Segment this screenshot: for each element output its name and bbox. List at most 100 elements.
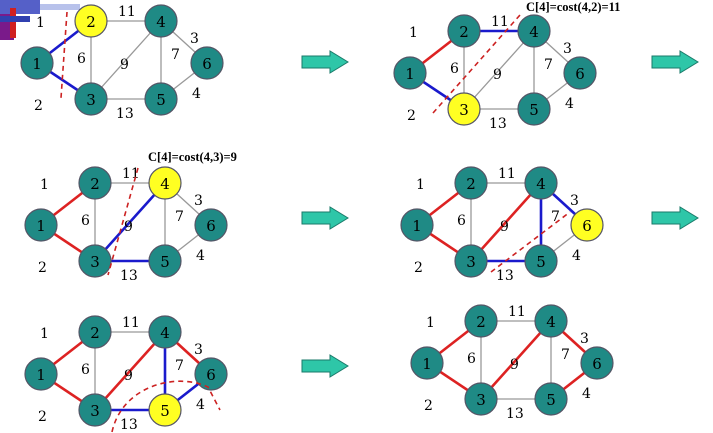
node-circle	[524, 166, 558, 200]
node-label: 2	[90, 175, 100, 193]
edge-weight-2-3: 6	[77, 51, 86, 67]
node-circle	[190, 46, 224, 80]
node-6: 6	[194, 208, 228, 242]
edge-3-4-tree	[480, 320, 552, 400]
node-label: 4	[536, 175, 546, 193]
node-circle	[78, 393, 112, 427]
node-circle	[74, 82, 108, 116]
edge-weight-2-4: 11	[491, 14, 509, 30]
cut-line	[490, 211, 571, 273]
node-label: 1	[36, 366, 46, 384]
node-3: 3	[78, 244, 112, 278]
cost-caption: C[4]=cost(4,3)=9	[148, 150, 237, 164]
edge-weight-4-6: 3	[580, 331, 589, 347]
edge-weight-3-4: 9	[493, 67, 502, 83]
edge-weight-4-6: 3	[570, 193, 579, 209]
node-circle	[563, 56, 597, 90]
edge-weight-5-6: 4	[192, 86, 201, 102]
node-circle	[534, 304, 568, 338]
node-4: 4	[534, 304, 568, 338]
node-3: 3	[78, 393, 112, 427]
edge-3-4-candidate	[94, 182, 166, 262]
node-label: 5	[156, 91, 166, 109]
edge-weight-1-3: 2	[407, 108, 416, 124]
node-2: 2	[78, 166, 112, 200]
edge-weight-4-5: 7	[551, 209, 560, 225]
node-2: 2	[447, 14, 481, 48]
edge-weight-4-5: 7	[544, 57, 553, 73]
node-circle	[24, 357, 58, 391]
node-label: 2	[476, 313, 486, 331]
node-label: 2	[90, 324, 100, 342]
edge-weight-2-3: 6	[450, 61, 459, 77]
slide-corner-decoration	[0, 0, 80, 40]
edge-weight-1-3: 2	[414, 260, 423, 276]
node-circle	[524, 244, 558, 278]
edge-3-4-tree	[470, 182, 542, 262]
node-circle	[194, 357, 228, 391]
edge-weight-1-3: 2	[34, 98, 43, 114]
node-circle	[144, 82, 178, 116]
node-4: 4	[144, 4, 178, 38]
edge-weight-2-4: 11	[118, 4, 136, 20]
node-label: 4	[160, 175, 170, 193]
node-label: 1	[412, 217, 422, 235]
next-step-arrow-3	[301, 206, 349, 230]
node-circle	[570, 208, 604, 242]
node-label: 2	[459, 23, 469, 41]
edge-weight-1-2: 1	[416, 177, 425, 193]
node-circle	[517, 92, 551, 126]
node-4: 4	[524, 166, 558, 200]
node-label: 1	[36, 217, 46, 235]
edge-3-4-plain	[463, 30, 535, 110]
node-5: 5	[517, 92, 551, 126]
node-label: 1	[405, 65, 415, 83]
edge-weight-1-2: 1	[36, 15, 45, 31]
node-2: 2	[454, 166, 488, 200]
edge-weight-1-2: 1	[409, 25, 418, 41]
node-circle	[148, 166, 182, 200]
node-circle	[400, 208, 434, 242]
edge-weight-2-3: 6	[467, 351, 476, 367]
node-label: 5	[529, 101, 539, 119]
node-label: 6	[575, 65, 585, 83]
node-circle	[144, 4, 178, 38]
cost-caption: C[4]=cost(4,2)=11	[526, 0, 620, 14]
node-circle	[464, 382, 498, 416]
edge-weight-4-5: 7	[175, 358, 184, 374]
edge-weight-4-6: 3	[194, 342, 203, 358]
node-label: 6	[202, 55, 212, 73]
node-4: 4	[517, 14, 551, 48]
node-6: 6	[190, 46, 224, 80]
node-2: 2	[464, 304, 498, 338]
node-5: 5	[534, 382, 568, 416]
node-label: 6	[206, 217, 216, 235]
node-3-current: 3	[447, 92, 481, 126]
edge-weight-2-3: 6	[81, 213, 90, 229]
edge-weight-3-4: 9	[500, 219, 509, 235]
node-label: 3	[90, 253, 100, 271]
edge-weight-3-5: 13	[496, 268, 514, 284]
edge-weight-2-4: 11	[498, 166, 516, 182]
edge-weight-2-4: 11	[122, 315, 140, 331]
node-circle	[464, 304, 498, 338]
edge-weight-4-5: 7	[561, 347, 570, 363]
node-circle	[24, 208, 58, 242]
edge-weight-5-6: 4	[572, 248, 581, 264]
node-label: 3	[86, 91, 96, 109]
node-circle	[447, 14, 481, 48]
node-2: 2	[78, 315, 112, 349]
edge-weight-3-4: 9	[124, 219, 133, 235]
node-6-current: 6	[570, 208, 604, 242]
node-label: 6	[592, 355, 602, 373]
node-1: 1	[20, 46, 54, 80]
node-circle	[517, 14, 551, 48]
node-circle	[447, 92, 481, 126]
node-label: 3	[459, 101, 469, 119]
node-label: 3	[466, 253, 476, 271]
node-label: 4	[546, 313, 556, 331]
